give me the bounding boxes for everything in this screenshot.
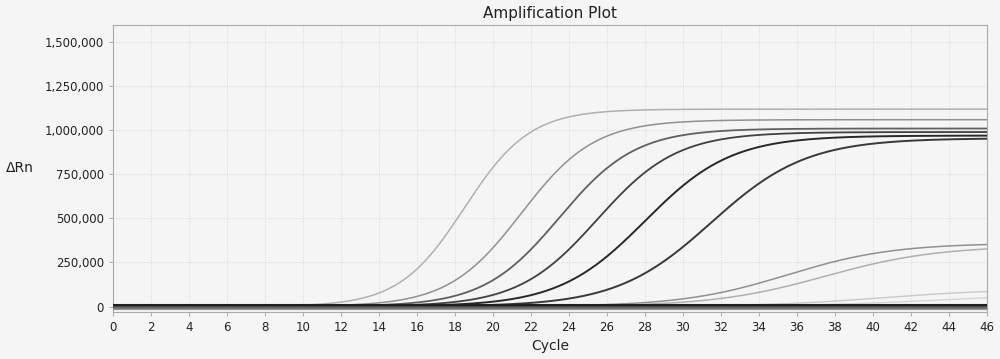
Title: Amplification Plot: Amplification Plot — [483, 5, 617, 20]
Y-axis label: ΔRn: ΔRn — [6, 161, 33, 175]
X-axis label: Cycle: Cycle — [531, 340, 569, 354]
